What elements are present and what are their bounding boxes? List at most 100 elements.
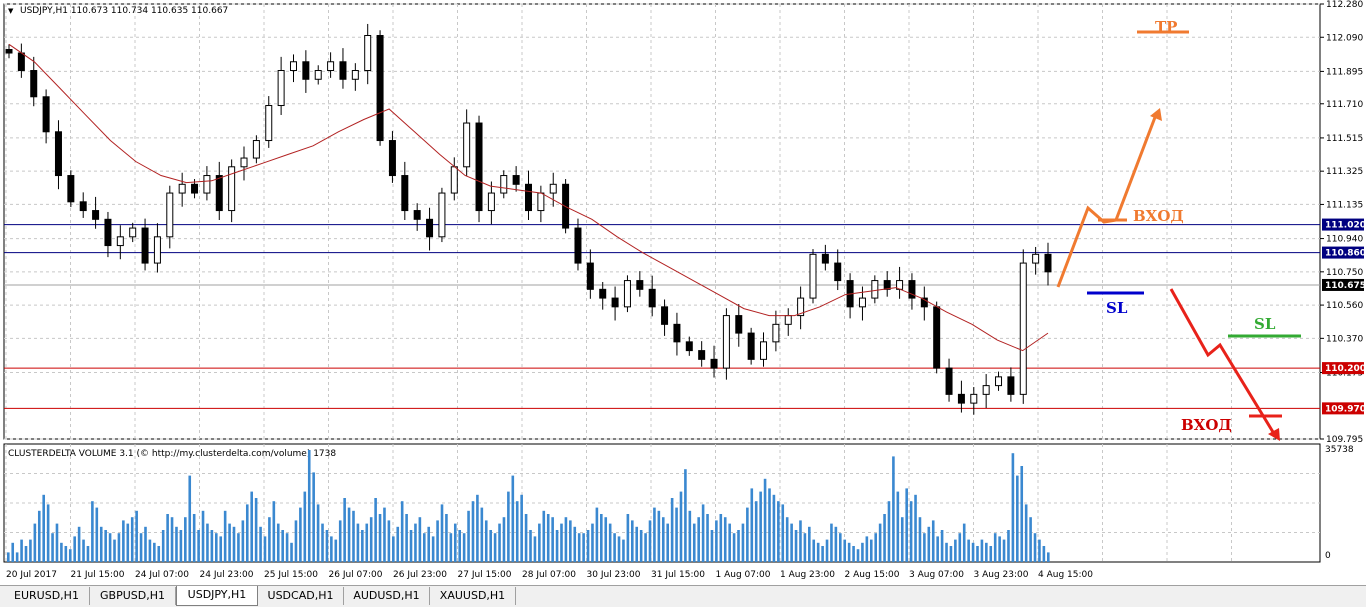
volume-bar — [440, 504, 444, 562]
volume-bar — [759, 491, 762, 562]
volume-bar — [927, 526, 931, 562]
volume-bar — [1047, 552, 1050, 562]
candle-body — [327, 61, 335, 72]
volume-bar — [179, 530, 183, 562]
volume-bar — [830, 523, 833, 562]
volume-bar — [772, 494, 776, 562]
price-tick-label: 110.560 — [1326, 301, 1363, 311]
chart-canvas[interactable]: 112.280 112.090 111.895 111.710 111.515 111.3… — [0, 0, 1366, 585]
volume-bar — [352, 510, 355, 562]
volume-bar — [887, 501, 891, 562]
tab-audusd-h1[interactable]: AUDUSD,H1 — [344, 587, 430, 605]
time-label: 26 Jul 23:00 — [393, 570, 447, 580]
volume-bar — [834, 526, 838, 562]
volume-bar — [77, 526, 81, 562]
volume-bar — [692, 523, 696, 562]
volume-bar — [852, 546, 855, 562]
time-label: 27 Jul 15:00 — [458, 570, 512, 580]
volume-bar — [157, 546, 161, 562]
volume-bar — [785, 517, 789, 562]
candle-body — [67, 175, 75, 203]
volume-bar — [476, 494, 479, 562]
candle-body — [500, 175, 508, 194]
volume-bar — [135, 510, 138, 562]
volume-bar — [489, 530, 492, 562]
volume-bar — [95, 507, 99, 562]
candle-body — [512, 175, 520, 185]
price-tick-label: 111.325 — [1326, 167, 1363, 177]
volume-bar — [82, 539, 85, 562]
candle-body — [376, 35, 384, 142]
volume-bar — [985, 542, 988, 562]
volume-bar — [374, 498, 377, 562]
candle-body — [240, 157, 248, 168]
tab-xauusd-h1[interactable]: XAUUSD,H1 — [430, 587, 516, 605]
volume-bar — [971, 542, 975, 562]
annotation-label: ВХОД — [1133, 207, 1184, 225]
candle-body — [858, 297, 866, 308]
volume-bar — [1038, 539, 1041, 562]
volume-bar — [237, 533, 240, 562]
tab-eurusd-h1[interactable]: EURUSD,H1 — [4, 587, 90, 605]
volume-bar — [343, 498, 346, 562]
time-label: 28 Jul 07:00 — [522, 570, 576, 580]
candle-body — [5, 49, 13, 54]
tab-gbpusd-h1[interactable]: GBPUSD,H1 — [90, 587, 176, 605]
volume-bar — [369, 517, 373, 562]
volume-bar — [33, 523, 37, 562]
candle-body — [797, 297, 805, 317]
volume-bar — [37, 510, 41, 562]
candle-body — [685, 341, 693, 352]
volume-bar — [794, 530, 798, 562]
volume-bar — [940, 530, 944, 562]
volume-bar — [515, 501, 519, 562]
annotation-label: TP — [1155, 18, 1177, 36]
tab-usdjpy-h1[interactable]: USDJPY,H1 — [176, 586, 258, 606]
candle-body — [191, 183, 199, 194]
volume-bar — [330, 536, 333, 562]
volume-bar — [989, 546, 993, 562]
candle-body — [401, 175, 409, 212]
volume-bar — [290, 542, 293, 562]
volume-bar — [215, 533, 218, 562]
tab-usdcad-h1[interactable]: USDCAD,H1 — [258, 587, 344, 605]
volume-bar — [861, 542, 864, 562]
volume-bar — [467, 510, 470, 562]
candle-body — [17, 52, 25, 72]
volume-bar — [396, 526, 400, 562]
volume-bar — [613, 533, 616, 562]
volume-bar — [321, 523, 324, 562]
price-label-box — [1322, 278, 1364, 291]
volume-bar — [799, 520, 802, 562]
volume-bar — [64, 546, 68, 562]
volume-bar — [170, 517, 174, 562]
volume-bar — [91, 501, 94, 562]
volume-bar — [670, 498, 674, 562]
volume-bar — [462, 533, 466, 562]
volume-bar — [338, 520, 342, 562]
time-label: 4 Aug 15:00 — [1038, 570, 1093, 580]
volume-bar — [126, 523, 130, 562]
candle-body — [661, 306, 669, 325]
volume-bar — [281, 530, 284, 562]
candle-body — [463, 122, 471, 168]
candle-body — [784, 315, 792, 325]
candle-body — [636, 280, 644, 290]
candle-body — [1044, 253, 1052, 273]
volume-bar — [803, 533, 807, 562]
volume-bar — [781, 504, 785, 562]
volume-bar — [1024, 504, 1028, 562]
candle-body — [475, 122, 483, 212]
candle-body — [623, 280, 631, 308]
volume-bar — [768, 488, 771, 562]
volume-bar — [998, 536, 1001, 562]
volume-bar — [414, 523, 417, 562]
volume-bar — [931, 520, 935, 562]
volume-bar — [688, 510, 692, 562]
volume-bar — [569, 520, 572, 562]
candle-body — [450, 166, 458, 194]
price-label: 111.020 — [1325, 221, 1366, 231]
volume-bar — [710, 530, 714, 562]
volume-bar — [763, 478, 767, 562]
volume-bar — [657, 510, 661, 562]
